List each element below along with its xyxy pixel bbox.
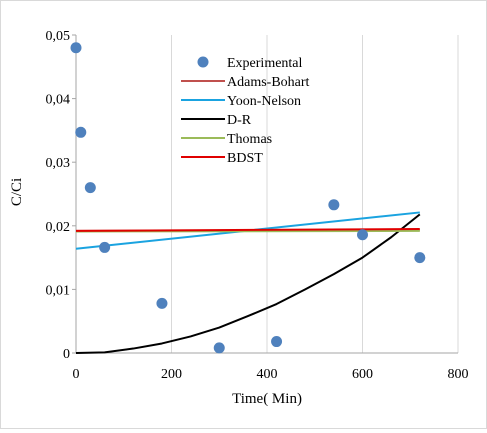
y-tick-label: 0,03 <box>46 156 71 171</box>
data-point-experimental <box>156 297 168 309</box>
data-point-experimental <box>357 229 368 241</box>
y-tick-labels: 0 0,01 0,02 0,03 0,04 0,05 <box>46 29 71 362</box>
x-tick-label: 0 <box>73 367 80 382</box>
legend-label-bdst: BDST <box>227 151 263 166</box>
data-point-experimental <box>414 252 426 264</box>
data-point-experimental <box>99 241 111 253</box>
x-tick-label: 400 <box>257 367 278 382</box>
x-tick-label: 800 <box>448 367 469 382</box>
data-point-experimental <box>75 126 87 138</box>
data-point-experimental <box>271 336 283 348</box>
x-tick-labels: 0 200 400 600 800 <box>73 367 469 382</box>
legend-label-adams-bohart: Adams-Bohart <box>227 75 310 90</box>
y-tick-label: 0,02 <box>46 220 71 235</box>
axes <box>72 34 458 354</box>
legend: Experimental Adams-Bohart Yoon-Nelson D-R Th… <box>181 56 310 166</box>
legend-label-thomas: Thomas <box>227 132 272 147</box>
data-point-experimental <box>84 182 96 194</box>
y-tick-label: 0,01 <box>46 283 71 298</box>
experimental-markers <box>70 42 426 354</box>
y-tick-label: 0,05 <box>46 29 71 44</box>
series-lines <box>75 211 421 354</box>
data-point-experimental <box>70 42 82 54</box>
data-point-experimental <box>328 199 340 211</box>
legend-label-yoon-nelson: Yoon-Nelson <box>227 94 301 109</box>
series-line-d-r <box>75 213 421 354</box>
gridlines <box>171 35 459 353</box>
x-axis-title: Time( Min) <box>232 391 302 407</box>
y-tick-label: 0,04 <box>46 93 71 108</box>
x-tick-label: 200 <box>161 367 182 382</box>
data-point-experimental <box>213 342 225 354</box>
y-tick-label: 0 <box>63 347 70 362</box>
legend-label-d-r: D-R <box>227 113 252 128</box>
y-axis-title: C/Ci <box>9 178 25 206</box>
legend-label-experimental: Experimental <box>227 56 303 71</box>
legend-marker-experimental <box>197 56 209 68</box>
x-tick-label: 600 <box>352 367 373 382</box>
